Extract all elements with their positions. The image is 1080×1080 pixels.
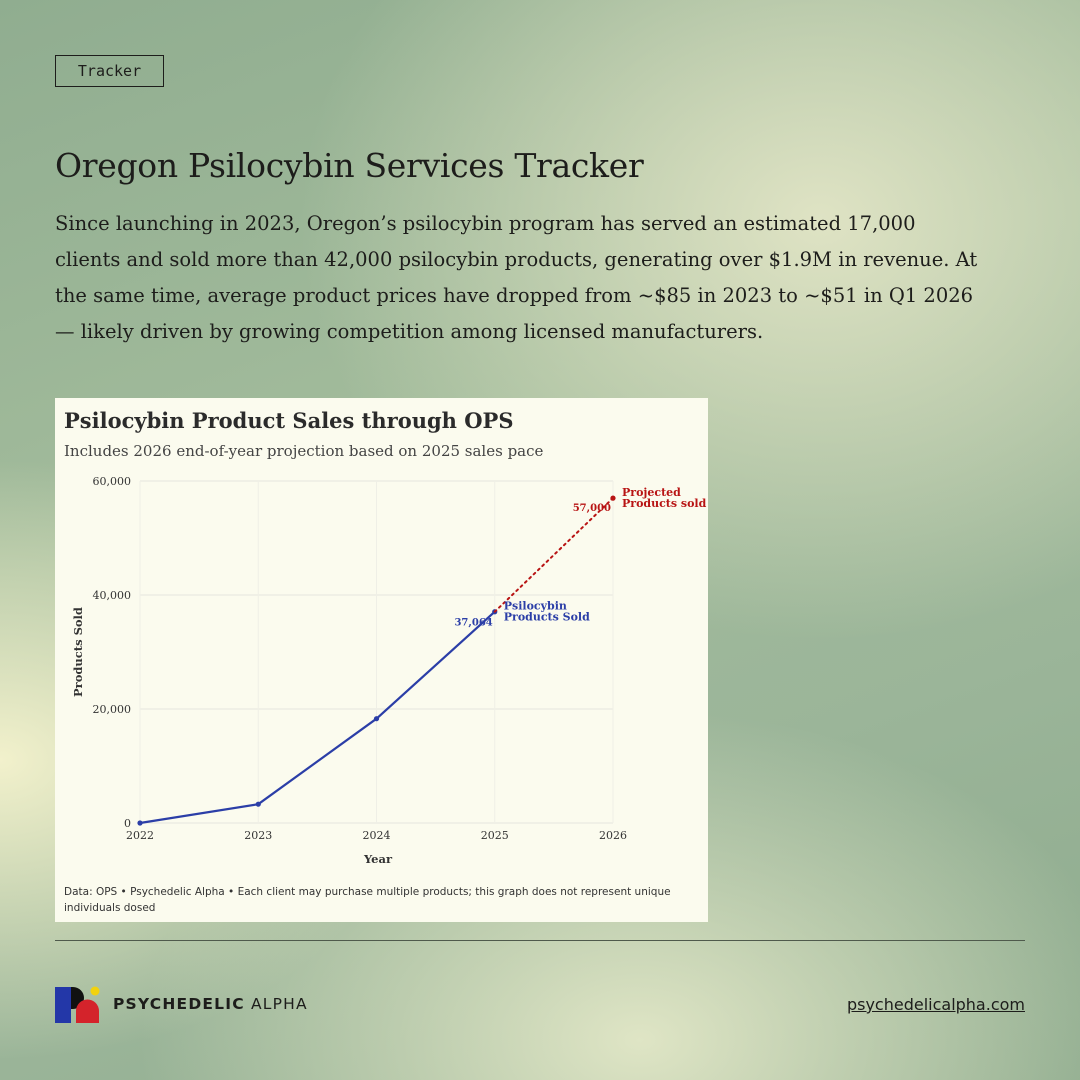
- chart-title: Psilocybin Product Sales through OPS: [64, 408, 513, 433]
- brand-name-light: ALPHA: [250, 995, 308, 1013]
- data-point: [610, 495, 616, 501]
- series-name-label: Projected: [622, 486, 681, 499]
- x-tick-label: 2025: [481, 829, 509, 842]
- data-point: [373, 716, 380, 722]
- x-tick-label: 2023: [244, 829, 272, 842]
- y-tick-label: 0: [124, 817, 131, 830]
- y-tick-label: 40,000: [93, 589, 132, 602]
- intro-paragraph: Since launching in 2023, Oregon’s psiloc…: [55, 212, 978, 343]
- series-name-label: Products sold: [622, 497, 707, 510]
- end-value-label: 37,064: [454, 618, 492, 629]
- y-axis-label: Products Sold: [71, 607, 85, 697]
- series-name-label: Products Sold: [504, 611, 590, 624]
- data-point: [137, 820, 143, 826]
- series-name-label: Psilocybin: [504, 600, 567, 613]
- chart-footnote-line-2: individuals dosed: [64, 902, 155, 914]
- chart-subtitle: Includes 2026 end-of-year projection bas…: [64, 442, 544, 460]
- chart-card: Psilocybin Product Sales through OPS Inc…: [55, 398, 708, 922]
- x-axis-label: Year: [363, 852, 393, 866]
- series-line-0: [139, 610, 496, 825]
- x-tick-label: 2024: [363, 829, 391, 842]
- end-value-label: 57,000: [573, 503, 611, 514]
- brand-name: PSYCHEDELIC ALPHA: [113, 995, 308, 1013]
- chart-footnote-line-1: Data: OPS • Psychedelic Alpha • Each cli…: [64, 886, 671, 898]
- y-tick-label: 20,000: [93, 703, 132, 716]
- data-point: [255, 801, 261, 807]
- psychedelic-alpha-logo-icon: [55, 986, 100, 1023]
- website-link[interactable]: psychedelicalpha.com: [846, 995, 1025, 1014]
- y-tick-label: 60,000: [93, 475, 132, 488]
- x-tick-label: 2022: [126, 829, 154, 842]
- brand-name-bold: PSYCHEDELIC: [113, 995, 245, 1013]
- tracker-tag: Tracker: [55, 55, 164, 87]
- x-tick-label: 2026: [599, 829, 627, 842]
- page-title: Oregon Psilocybin Services Tracker: [55, 146, 644, 185]
- sales-line-chart: Psilocybin Product Sales through OPS Inc…: [64, 408, 707, 914]
- footer-divider: [55, 940, 1025, 941]
